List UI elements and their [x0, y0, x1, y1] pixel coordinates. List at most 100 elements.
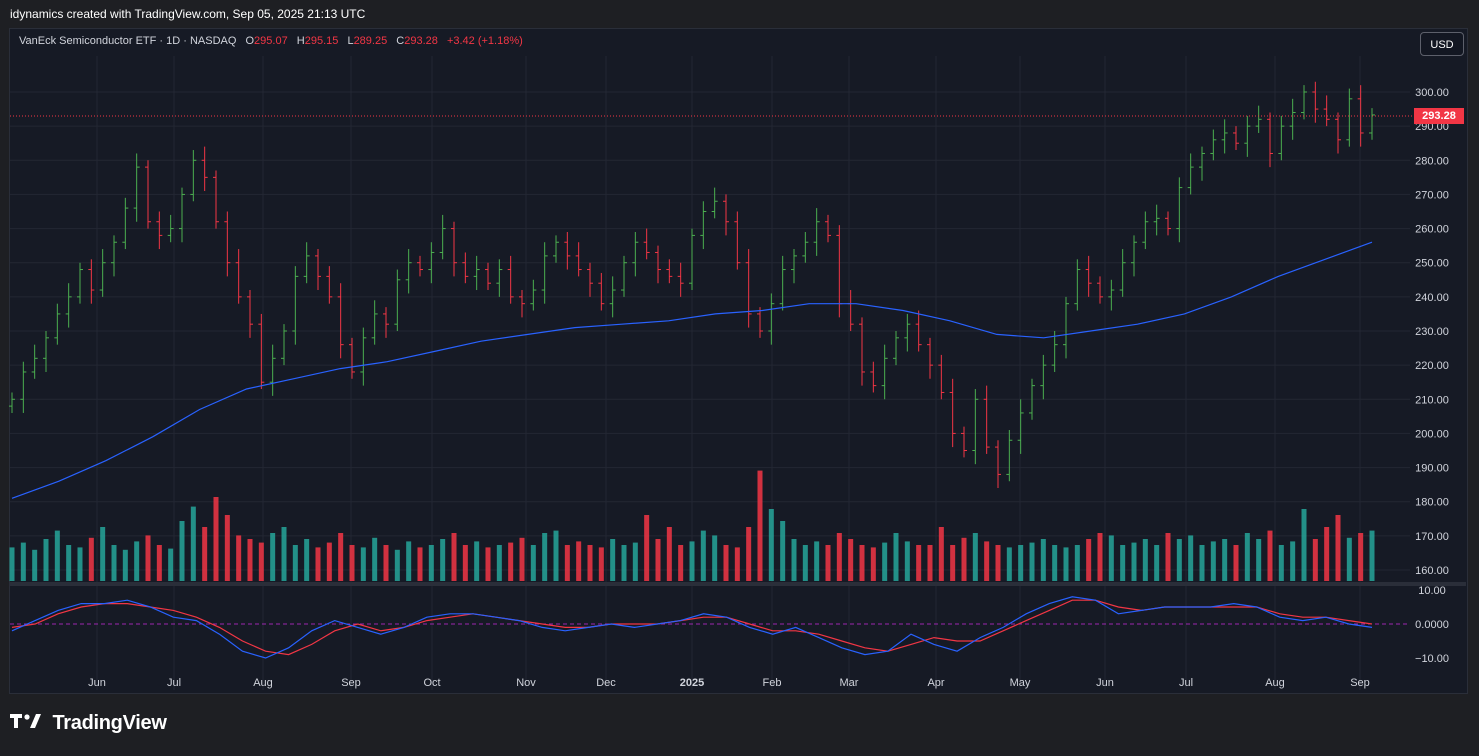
volume-bar [54, 530, 60, 581]
ohlc-bar [1187, 153, 1194, 195]
volume-bar [462, 545, 468, 581]
ohlc-bar [1176, 177, 1183, 243]
ohlc-bar [677, 262, 684, 297]
ohlc-bar [1097, 276, 1103, 304]
ohlc-bar [1131, 235, 1137, 277]
volume-bar [417, 547, 423, 581]
ohlc-bar [1369, 108, 1375, 140]
volume-bar [904, 541, 910, 581]
volume-bar [916, 545, 922, 581]
price-tick-label: 220.00 [1415, 360, 1449, 372]
volume-bar [712, 535, 718, 581]
volume-bar [1108, 535, 1114, 581]
currency-button[interactable]: USD [1420, 32, 1464, 56]
high-label: H [296, 35, 305, 47]
ohlc-bar [383, 307, 389, 338]
ohlc-bar [1108, 279, 1115, 311]
footer-brand[interactable]: TradingView [10, 712, 167, 742]
ohlc-bar [541, 242, 548, 304]
volume-bar [564, 545, 570, 581]
volume-bar [236, 535, 242, 581]
time-tick-label: Nov [516, 677, 536, 689]
oscillator-fast-line [11, 596, 1373, 659]
grid-lines [10, 56, 1410, 690]
volume-bar [553, 530, 559, 581]
volume-bar [1244, 533, 1250, 581]
time-tick-label: Jun [1096, 677, 1114, 689]
tradingview-logo-icon [10, 712, 42, 735]
ohlc-bar [915, 310, 922, 352]
volume-bar [1256, 539, 1262, 581]
volume-bar [870, 547, 876, 581]
time-tick-label: May [1010, 677, 1031, 689]
volume-bar [836, 533, 842, 581]
volume-bar [825, 545, 831, 581]
ohlc-bar [65, 283, 72, 328]
brand-name: TradingView [52, 712, 167, 734]
volume-bar [213, 497, 219, 581]
ohlc-bar [927, 337, 933, 379]
volume-bar [859, 545, 865, 581]
ohlc-bar [77, 262, 83, 304]
volume-bar [984, 541, 990, 581]
volume-bar [1120, 545, 1126, 581]
ohlc-bar [598, 272, 605, 311]
volume-bar [1018, 545, 1024, 581]
ohlc-bar [360, 327, 367, 386]
low-label: L [347, 35, 354, 47]
volume-bar [406, 541, 412, 581]
volume-bar [349, 545, 355, 581]
top-bar: idynamics created with TradingView.com, … [0, 0, 1479, 28]
volume-bar [338, 533, 344, 581]
ohlc-bar [292, 266, 299, 345]
volume-bar [995, 545, 1001, 581]
volume-bar [360, 547, 366, 581]
volume-bar [734, 547, 740, 581]
oscillator-tick-label: 0.0000 [1415, 619, 1449, 631]
volume-bar [1154, 545, 1160, 581]
volume-bar [621, 545, 627, 581]
volume-bar [757, 470, 763, 581]
ohlc-bar [1221, 119, 1228, 154]
time-tick-label: Aug [253, 677, 273, 689]
price-tick-label: 240.00 [1415, 292, 1449, 304]
close-label: C [396, 35, 405, 47]
ohlc-bar [451, 221, 457, 277]
high-value: 295.15 [304, 35, 339, 47]
volume-bar [678, 545, 684, 581]
volume-bar [122, 549, 128, 581]
volume-bar [950, 545, 956, 581]
ohlc-bar [553, 235, 559, 263]
volume-bar [632, 542, 638, 581]
price-tick-label: 230.00 [1415, 326, 1449, 338]
ohlc-bar [394, 269, 401, 331]
ohlc-bar [723, 194, 729, 236]
ohlc-bar [485, 262, 491, 291]
price-tick-label: 270.00 [1415, 189, 1449, 201]
ohlc-bar [802, 231, 809, 263]
volume-bar [1233, 545, 1239, 581]
ohlc-bar [1165, 211, 1171, 236]
ohlc-bar [122, 197, 129, 250]
symbol-legend[interactable]: VanEck Semiconductor ETF · 1D · NASDAQ O… [19, 35, 529, 47]
ohlc-bar [609, 276, 616, 318]
open-label: O [245, 35, 255, 47]
volume-bar [270, 533, 276, 581]
time-tick-label: Jul [167, 677, 181, 689]
ohlc-bar [666, 259, 673, 284]
price-tick-label: 160.00 [1415, 565, 1449, 577]
ohlc-bar [269, 344, 276, 396]
ohlc-bar [734, 211, 741, 270]
ohlc-bar [1346, 88, 1353, 147]
volume-bar [43, 539, 49, 581]
volume-bar [100, 527, 106, 581]
volume-bar [1301, 509, 1307, 581]
ohlc-bar [1040, 354, 1047, 400]
volume-bar [496, 545, 502, 581]
ohlc-bar [179, 187, 185, 243]
price-axis: 160.00 170.00 180.00 190.00 200.00 210.00 220.… [1415, 87, 1449, 577]
price-tick-label: 210.00 [1415, 394, 1449, 406]
ohlc-bar [711, 187, 718, 219]
time-tick-label: 2025 [680, 677, 704, 689]
